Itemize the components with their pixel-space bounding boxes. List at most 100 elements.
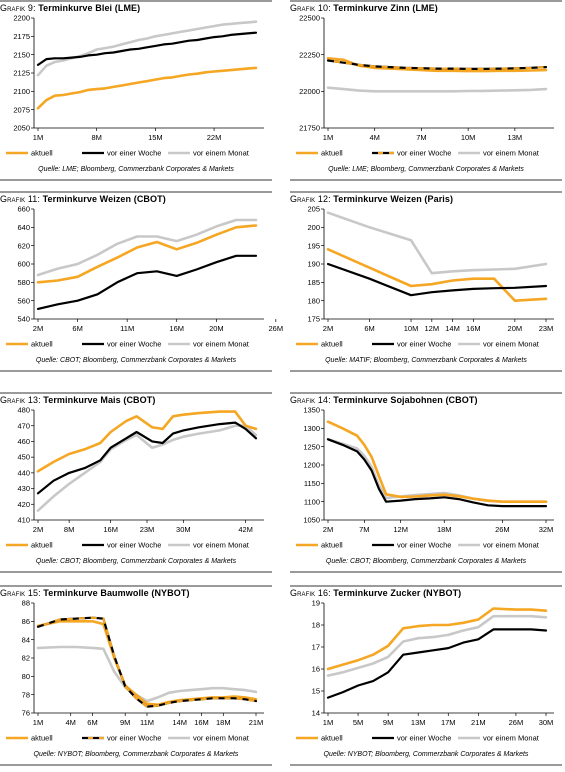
legend-label: aktuell <box>31 149 53 158</box>
legend-label: aktuell <box>321 541 343 550</box>
y-tick-label: 600 <box>17 260 30 269</box>
y-tick-label: 1300 <box>303 424 320 433</box>
y-tick-label: 1350 <box>303 406 320 415</box>
x-tick-label: 1M <box>33 133 43 142</box>
x-tick-label: 21M <box>471 718 486 727</box>
x-tick-label: 13M <box>508 133 523 142</box>
x-tick-label: 21M <box>249 718 264 727</box>
y-tick-label: 18 <box>312 621 320 630</box>
legend-label: vor einer Woche <box>397 340 451 349</box>
top-rule <box>0 0 272 2</box>
legend-label: vor einer Woche <box>107 149 161 158</box>
y-tick-label: 22250 <box>299 50 320 59</box>
x-tick-label: 16M <box>169 324 184 333</box>
y-tick-label: 1200 <box>303 461 320 470</box>
chart-svg: 14 15 16 17 18 19 1M 5M 9M 13M 17M 21M 26M 30M aktuell… <box>296 599 554 743</box>
legend-label: aktuell <box>321 734 343 743</box>
bottom-rule <box>0 571 272 573</box>
y-tick-label: 1100 <box>304 497 320 506</box>
legend-label: vor einem Monat <box>193 340 250 349</box>
legend-label: vor einem Monat <box>483 541 540 550</box>
x-tick-label: 2M <box>33 525 43 534</box>
chart-number: Grafik 10: <box>290 3 331 13</box>
y-tick-label: 190 <box>307 260 320 269</box>
y-tick-label: 175 <box>307 315 320 324</box>
top-rule <box>290 392 562 394</box>
chart-svg: 21750 22000 22250 22500 1M 4M 7M 10M 13M aktuell v… <box>296 14 554 158</box>
series-line-monat <box>36 218 258 277</box>
y-tick-label: 19 <box>312 599 320 608</box>
x-tick-label: 32M <box>539 525 554 534</box>
top-rule <box>290 0 562 2</box>
chart-panel-g12: Grafik 12: Terminkurve Weizen (Paris) 17… <box>290 191 562 378</box>
top-rule <box>0 191 272 193</box>
legend-label: aktuell <box>31 734 53 743</box>
chart-title: Grafik 12: Terminkurve Weizen (Paris) <box>290 194 453 204</box>
chart-number: Grafik 13: <box>0 395 41 405</box>
x-tick-label: 30M <box>176 525 191 534</box>
x-tick-label: 23M <box>140 525 155 534</box>
series-line-monat <box>36 20 258 77</box>
series-line-aktuell <box>36 66 258 110</box>
bottom-rule <box>0 764 272 766</box>
x-tick-label: 2M <box>33 324 43 333</box>
y-tick-label: 82 <box>22 654 30 663</box>
x-tick-label: 23M <box>539 324 554 333</box>
legend-label: vor einem Monat <box>193 149 250 158</box>
bottom-rule <box>290 179 562 181</box>
chart-source: Quelle: CBOT; Bloomberg, Commerzbank Cor… <box>35 357 237 364</box>
y-tick-label: 2075 <box>13 105 30 114</box>
y-tick-label: 22000 <box>299 87 320 96</box>
x-tick-label: 4M <box>370 133 380 142</box>
x-tick-label: 22M <box>207 133 222 142</box>
x-tick-label: 14M <box>445 324 460 333</box>
x-tick-label: 4M <box>65 718 75 727</box>
chart-title-text: Terminkurve Baumwolle (NYBOT) <box>43 588 190 598</box>
chart-panel-g10: Grafik 10: Terminkurve Zinn (LME) 21750 2… <box>290 0 562 187</box>
x-tick-label: 6M <box>364 324 374 333</box>
y-tick-label: 17 <box>312 643 320 652</box>
top-rule <box>0 392 272 394</box>
chart-title: Grafik 15: Terminkurve Baumwolle (NYBOT) <box>0 588 190 598</box>
series-line-woche <box>326 438 548 508</box>
x-tick-label: 26M <box>269 324 284 333</box>
y-tick-label: 2125 <box>13 69 30 78</box>
x-tick-label: 10M <box>404 324 419 333</box>
chart-number: Grafik 12: <box>290 194 331 204</box>
chart-panel-g15: Grafik 15: Terminkurve Baumwolle (NYBOT)… <box>0 585 272 772</box>
chart-number: Grafik 11: <box>0 194 41 204</box>
y-tick-label: 1150 <box>304 479 320 488</box>
y-tick-label: 2150 <box>13 50 30 59</box>
series-line-aktuell <box>36 410 258 473</box>
y-tick-label: 420 <box>17 500 30 509</box>
bottom-rule <box>0 370 272 372</box>
x-tick-label: 18M <box>216 718 231 727</box>
y-tick-label: 1250 <box>303 442 320 451</box>
y-tick-label: 2175 <box>13 32 30 41</box>
x-tick-label: 14M <box>172 718 187 727</box>
x-tick-label: 17M <box>441 718 456 727</box>
y-tick-label: 480 <box>17 406 30 415</box>
x-tick-label: 11M <box>120 324 134 333</box>
top-rule <box>290 191 562 193</box>
y-tick-label: 88 <box>22 599 30 608</box>
x-tick-label: 16M <box>466 324 481 333</box>
chart-svg: 76 78 80 82 84 86 88 1M 4M 6M 9M 11M 14M 16M 18M 21M akt… <box>6 599 264 743</box>
x-tick-label: 26M <box>495 525 510 534</box>
x-tick-label: 8M <box>91 133 101 142</box>
series-line-woche-dash <box>37 616 257 708</box>
x-tick-label: 6M <box>87 718 97 727</box>
chart-panel-g16: Grafik 16: Terminkurve Zucker (NYBOT) 14… <box>290 585 562 772</box>
x-tick-label: 1M <box>323 718 333 727</box>
series-line-aktuell <box>36 619 258 706</box>
legend-label: vor einem Monat <box>483 340 540 349</box>
y-tick-label: 2200 <box>13 14 30 23</box>
chart-svg: 175 180 185 190 195 200 205 2M 6M 10M 12M 14M 16M 20M… <box>296 205 554 349</box>
y-tick-label: 540 <box>17 315 30 324</box>
chart-title: Grafik 11: Terminkurve Weizen (CBOT) <box>0 194 166 204</box>
chart-number: Grafik 15: <box>0 588 41 598</box>
chart-title-text: Terminkurve Weizen (Paris) <box>333 194 454 204</box>
legend-label: vor einer Woche <box>397 734 451 743</box>
series-line-monat <box>326 614 548 677</box>
chart-source: Quelle: CBOT; Bloomberg, Commerzbank Cor… <box>325 558 527 565</box>
